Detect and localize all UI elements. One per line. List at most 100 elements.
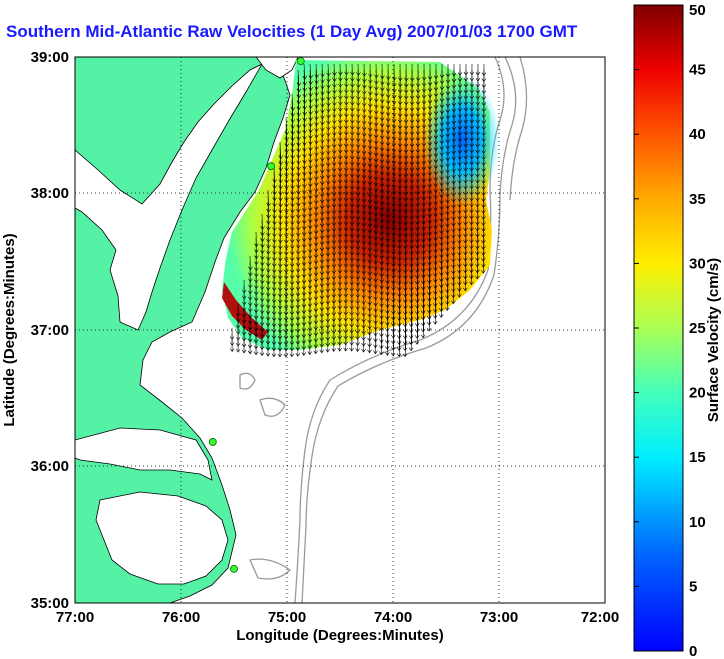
y-tick-label: 37:00	[31, 322, 69, 339]
velocity-arrow	[302, 81, 308, 98]
velocity-arrow	[475, 243, 480, 256]
albemarle-sound	[75, 427, 213, 481]
velocity-arrow	[451, 279, 456, 293]
velocity-arrow	[475, 261, 480, 274]
velocity-arrow	[481, 243, 486, 256]
velocity-arrow	[229, 339, 235, 353]
velocity-arrow	[290, 93, 296, 111]
velocity-arrow	[481, 255, 486, 268]
velocity-arrow	[290, 99, 296, 117]
velocity-arrow	[457, 279, 462, 292]
velocity-arrow	[438, 303, 444, 318]
velocity-arrow	[302, 69, 308, 86]
velocity-arrow	[445, 297, 450, 312]
velocity-arrow	[241, 339, 247, 354]
pamlico-sound	[95, 491, 229, 585]
x-axis-label: Longitude (Degrees:Minutes)	[236, 627, 444, 644]
y-tick-label: 36:00	[31, 458, 69, 475]
velocity-arrow	[463, 243, 468, 256]
colorbar	[633, 4, 684, 652]
velocity-arrow	[319, 339, 324, 354]
velocity-arrow	[396, 339, 402, 357]
velocity-arrow	[361, 339, 366, 353]
velocity-arrow	[296, 75, 302, 93]
velocity-arrow	[296, 93, 302, 111]
velocity-arrow	[402, 339, 408, 358]
velocity-arrow	[302, 63, 308, 80]
velocity-arrow	[349, 339, 354, 352]
velocity-arrow	[439, 291, 444, 306]
velocity-arrow	[445, 285, 450, 300]
velocity-arrow	[469, 237, 474, 250]
velocity-arrow	[432, 309, 438, 325]
velocity-arrow	[302, 75, 308, 92]
velocity-arrow	[469, 261, 474, 274]
velocity-arrow	[439, 297, 444, 312]
velocity-arrow	[439, 285, 444, 300]
velocity-arrow	[247, 339, 253, 355]
velocity-arrow	[469, 249, 474, 262]
velocity-arrow	[481, 237, 486, 250]
velocity-arrow	[451, 291, 456, 305]
velocity-arrow	[445, 273, 450, 288]
velocity-arrow	[373, 339, 378, 355]
velocity-arrow	[302, 87, 308, 104]
velocity-arrow	[235, 339, 241, 353]
velocity-arrow	[451, 273, 456, 287]
colorbar-tick-label: 40	[689, 126, 706, 143]
velocity-arrow	[408, 333, 414, 352]
velocity-arrow	[475, 237, 480, 250]
velocity-arrow	[481, 225, 486, 238]
velocity-arrow	[420, 315, 426, 333]
x-tick-label: 77:00	[56, 609, 94, 626]
colorbar-tick-label: 30	[689, 255, 706, 272]
x-tick-label: 74:00	[374, 609, 412, 626]
velocity-arrow	[331, 339, 336, 352]
velocity-arrow	[445, 291, 450, 306]
velocity-arrow	[296, 87, 302, 105]
plot-frame	[74, 56, 606, 604]
colorbar-tick-label: 20	[689, 385, 706, 402]
colorbar-tick-label: 15	[689, 449, 706, 466]
velocity-arrow	[301, 339, 307, 356]
x-tick-label: 76:00	[162, 609, 200, 626]
velocity-arrow	[343, 339, 348, 352]
velocity-arrow	[475, 231, 480, 244]
coastal-high-velocity	[222, 282, 268, 340]
velocity-arrow	[457, 255, 462, 268]
velocity-arrow	[457, 273, 462, 286]
radar-station-marker	[230, 564, 238, 573]
colorbar-tick-label: 50	[689, 2, 706, 19]
velocity-arrow	[475, 267, 480, 280]
velocity-arrow	[463, 255, 468, 268]
velocity-arrow	[463, 267, 468, 280]
colorbar-tick-label: 25	[689, 320, 706, 337]
velocity-arrow	[308, 75, 313, 91]
y-tick-label: 38:00	[31, 185, 69, 202]
radar-station-marker	[267, 162, 276, 171]
velocity-arrow	[308, 63, 314, 79]
velocity-arrow	[426, 303, 432, 320]
x-tick-label: 72:00	[581, 609, 619, 626]
velocity-arrow	[367, 339, 372, 354]
delaware-bay	[255, 57, 299, 79]
y-tick-labels: 39:00 38:00 37:00 36:00 35:00	[31, 49, 69, 612]
colorbar-label: Surface Velocity (cm/s)	[705, 258, 722, 422]
velocity-arrow	[469, 273, 474, 286]
velocity-arrow	[469, 255, 474, 268]
velocity-arrow	[475, 255, 480, 268]
velocity-arrow	[307, 339, 313, 356]
y-tick-label: 39:00	[31, 49, 69, 66]
velocity-arrow	[259, 339, 265, 357]
map-title: Southern Mid-Atlantic Raw Velocities (1 …	[6, 22, 578, 41]
velocity-arrow	[481, 219, 486, 232]
velocity-arrow	[277, 339, 283, 358]
x-tick-label: 73:00	[480, 609, 518, 626]
velocity-arrow	[414, 321, 420, 339]
velocity-arrow	[451, 285, 456, 299]
velocity-arrow	[414, 327, 420, 345]
low-velocity-patch	[424, 75, 500, 205]
velocity-arrow	[463, 249, 468, 262]
velocity-arrow	[379, 339, 384, 356]
